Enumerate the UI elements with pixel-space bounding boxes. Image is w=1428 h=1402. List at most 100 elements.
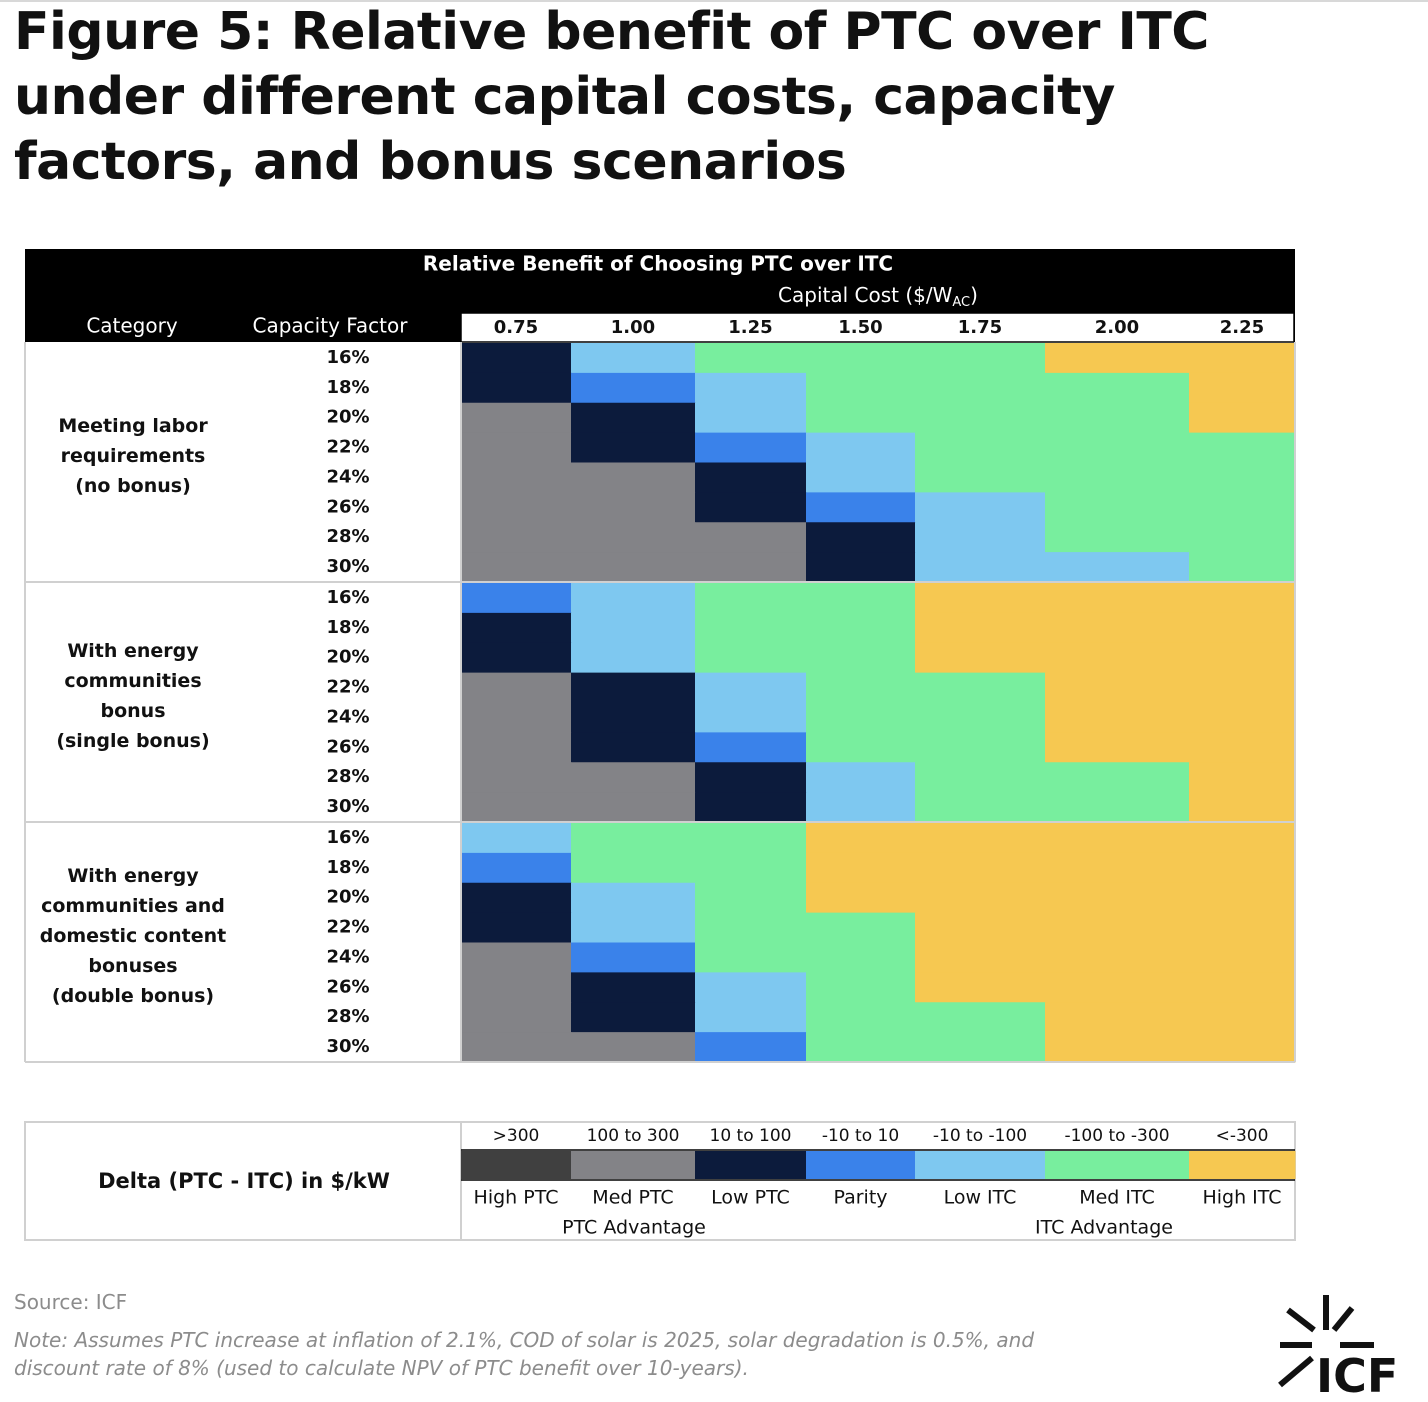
heatmap-cell <box>695 702 807 733</box>
heatmap-cell <box>461 672 572 703</box>
heatmap-cell <box>1189 912 1296 943</box>
heatmap-cell <box>915 823 1046 854</box>
heatmap-cell <box>806 1002 916 1033</box>
capital-cost-tick: 1.75 <box>958 317 1002 338</box>
heatmap-cell <box>571 852 696 884</box>
heatmap-cell <box>571 882 696 914</box>
heatmap-cell <box>806 912 916 943</box>
heatmap-cell <box>695 642 807 674</box>
legend-range: 10 to 100 <box>710 1126 792 1146</box>
title-line-2: under different capital costs, capacity <box>14 67 1115 127</box>
heatmap-cell <box>1045 672 1190 703</box>
heatmap-cell <box>695 343 807 374</box>
heatmap-cell <box>806 343 916 374</box>
legend-range: <-300 <box>1216 1126 1269 1146</box>
legend-label: Parity <box>833 1187 887 1209</box>
heatmap-cell <box>1045 522 1190 553</box>
legend-swatch <box>461 1151 572 1179</box>
category-header: Category <box>86 314 178 338</box>
heatmap-cell <box>695 823 807 854</box>
heatmap-cell <box>1045 1002 1190 1033</box>
heatmap-cell <box>695 762 807 793</box>
heatmap-cell <box>1189 642 1296 674</box>
legend-label: Low PTC <box>711 1187 790 1209</box>
heatmap-cell <box>695 492 807 523</box>
heatmap-cell <box>1045 432 1190 463</box>
legend-ptc-advantage: PTC Advantage <box>562 1217 706 1239</box>
heatmap-cell <box>1189 343 1296 374</box>
capacity-factor-label: 28% <box>326 526 369 547</box>
heatmap-cell <box>461 372 572 404</box>
heatmap-cell <box>461 882 572 914</box>
legend-range: -10 to -100 <box>933 1126 1027 1146</box>
heatmap-cell <box>806 762 916 793</box>
logo-rays-icon <box>1278 1295 1374 1388</box>
heatmap-cell <box>461 492 572 523</box>
top-divider <box>0 0 1428 2</box>
heatmap-cell <box>915 942 1046 973</box>
heatmap-cell <box>571 552 696 583</box>
heatmap-cell <box>806 552 916 583</box>
heatmap-cell <box>915 492 1046 523</box>
heatmap-cell <box>461 552 572 583</box>
heatmap-cell <box>571 942 696 973</box>
heatmap-cell <box>806 612 916 644</box>
group-label-line: (double bonus) <box>52 985 214 1007</box>
heatmap-cell <box>571 1002 696 1033</box>
legend-range: -100 to -300 <box>1064 1126 1169 1146</box>
heatmap-cell <box>695 672 807 703</box>
group-label-line: domestic content <box>40 925 227 947</box>
capital-cost-tick: 0.75 <box>494 317 538 338</box>
heatmap-cell <box>1189 672 1296 703</box>
heatmap-cell <box>806 642 916 674</box>
heatmap-cell <box>461 642 572 674</box>
heatmap-cell <box>461 912 572 943</box>
heatmap-cell <box>695 1032 807 1063</box>
heatmap-cell <box>695 522 807 553</box>
heatmap-cell <box>571 462 696 493</box>
heatmap-cell <box>1045 823 1190 854</box>
heatmap-cell <box>806 972 916 1003</box>
heatmap-cell <box>571 823 696 854</box>
capacity-factor-label: 22% <box>326 677 369 698</box>
heatmap-cell <box>695 852 807 884</box>
title-line-3: factors, and bonus scenarios <box>14 132 847 192</box>
legend-range: -10 to 10 <box>822 1126 899 1146</box>
heatmap-cell <box>806 823 916 854</box>
heatmap-cell <box>1045 882 1190 914</box>
legend-swatch <box>806 1151 916 1179</box>
capacity-factor-label: 26% <box>326 736 369 757</box>
legend-title: Delta (PTC - ITC) in $/kW <box>98 1169 390 1193</box>
capacity-factor-label: 16% <box>326 827 369 848</box>
group-label-line: With energy <box>67 640 199 662</box>
capital-cost-label-close: ) <box>970 283 978 307</box>
heatmap-cell <box>1189 492 1296 523</box>
capacity-factor-label: 22% <box>326 437 369 458</box>
capacity-factor-label: 18% <box>326 617 369 638</box>
heatmap-cell <box>1189 792 1296 823</box>
heatmap-cell <box>915 882 1046 914</box>
heatmap-cell <box>695 402 807 434</box>
heatmap-cell <box>1045 552 1190 583</box>
group-label-line: requirements <box>61 445 206 467</box>
heatmap-cell <box>461 972 572 1003</box>
capacity-factor-label: 16% <box>326 587 369 608</box>
heatmap-cell <box>461 402 572 434</box>
heatmap-cell <box>1189 462 1296 493</box>
heatmap-cell <box>915 792 1046 823</box>
heatmap-cell <box>695 792 807 823</box>
heatmap-cell <box>461 732 572 763</box>
legend-swatch <box>695 1151 807 1179</box>
capital-cost-tick: 2.25 <box>1220 317 1264 338</box>
legend-label: High PTC <box>474 1187 559 1209</box>
heatmap-cell <box>915 462 1046 493</box>
heatmap-cell <box>461 432 572 463</box>
heatmap-cell <box>571 343 696 374</box>
heatmap-cell <box>1189 1032 1296 1063</box>
heatmap-cell <box>571 642 696 674</box>
heatmap-cell <box>915 372 1046 404</box>
heatmap-cell <box>461 852 572 884</box>
heatmap-cell <box>695 972 807 1003</box>
heatmap-cell <box>915 912 1046 943</box>
heatmap-cell <box>695 882 807 914</box>
